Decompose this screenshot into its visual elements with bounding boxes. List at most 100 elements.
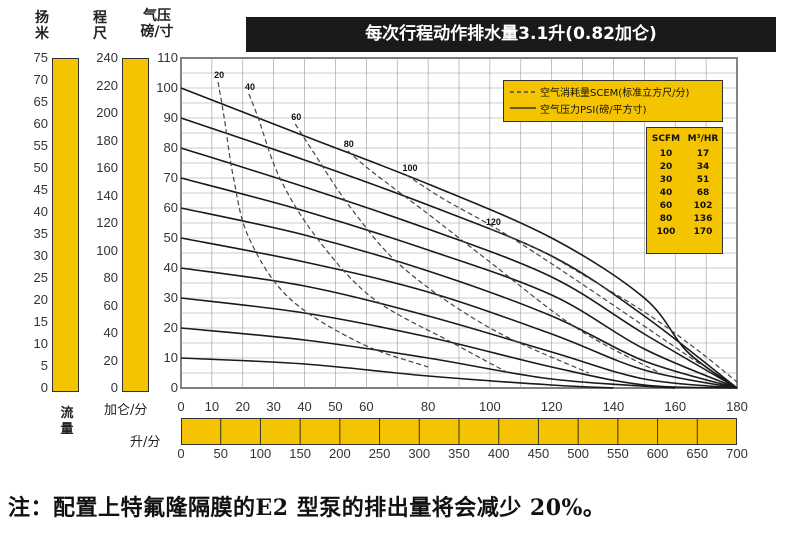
head-ft-tick-label: 20 [103, 352, 118, 368]
lpm-tick-label: 550 [606, 446, 629, 461]
table-header-scfm: SCFM [651, 134, 681, 144]
conversion-table-row: 20 34 [647, 161, 722, 174]
lpm-tick-label: 0 [177, 446, 185, 461]
scfm-curve-label: 60 [291, 112, 301, 122]
flow-footer-label: 流 量 [60, 406, 74, 437]
psi-tick-label: 70 [163, 170, 178, 185]
conversion-table-row: 10 17 [647, 148, 722, 161]
gpm-tick-label: 100 [479, 399, 501, 414]
head-m-tick-label: 15 [33, 314, 48, 329]
flow-lpm-bar-grid [181, 418, 737, 445]
head-m-tick-label: 75 [33, 50, 48, 65]
gpm-tick-label: 140 [602, 399, 625, 414]
conversion-cell-scfm: 10 [659, 149, 673, 159]
gpm-tick-label: 60 [359, 399, 374, 414]
head-ft-tick-label: 240 [96, 50, 118, 65]
head-ft-tick-label: 0 [110, 380, 118, 395]
head-m-tick-label: 10 [33, 336, 48, 351]
head-ft-label: 程 尺 [93, 10, 107, 42]
lpm-tick-label: 350 [448, 446, 470, 461]
conversion-table-header: SCFM M³/HR [647, 134, 722, 144]
head-m-bar [52, 58, 79, 392]
psi-tick-label: 40 [163, 260, 178, 275]
pressure-curve-40psi [180, 267, 738, 389]
conversion-table-row: 80 136 [647, 213, 722, 226]
conversion-cell-m3hr: 51 [696, 175, 710, 185]
scfm-curve-label: 120 [486, 217, 501, 227]
conversion-cell-scfm: 20 [659, 162, 673, 172]
conversion-table: SCFM M³/HR 10 17 20 34 30 51 40 68 60 102 80 136 100… [646, 127, 723, 254]
lpm-tick-label: 150 [289, 446, 311, 461]
head-m-tick-label: 60 [33, 116, 48, 131]
psi-tick-label: 30 [163, 290, 178, 305]
scfm-curve-120 [489, 228, 738, 383]
psi-tick-label: 90 [163, 110, 178, 125]
scfm-curve-100 [406, 174, 701, 365]
legend-box [503, 80, 723, 122]
head-m-tick-label: 25 [33, 270, 48, 285]
head-m-tick-label: 70 [33, 72, 48, 87]
psi-tick-label: 80 [163, 140, 178, 155]
scfm-curve-60 [294, 123, 589, 374]
conversion-cell-scfm: 60 [659, 201, 673, 211]
lpm-tick-label: 400 [487, 446, 510, 461]
chart-title: 每次行程动作排水量3.1升(0.82加仑) [365, 24, 657, 44]
psi-tick-label: 60 [163, 200, 178, 215]
head-ft-bar [122, 58, 149, 392]
psi-tick-label: 0 [170, 380, 178, 395]
pressure-curve-10psi [180, 357, 614, 389]
pressure-curve-20psi [180, 327, 676, 389]
conversion-table-row: 100 170 [647, 226, 722, 239]
head-m-tick-label: 0 [40, 380, 48, 395]
scfm-curve-label: 80 [344, 139, 354, 149]
gpm-tick-label: 80 [420, 399, 436, 414]
head-m-tick-label: 5 [40, 358, 48, 373]
chart-title-bar [246, 17, 776, 52]
head-ft-tick-label: 40 [103, 325, 118, 340]
head-m-tick-label: 20 [33, 292, 48, 307]
conversion-table-rows: 10 17 20 34 30 51 40 68 60 102 80 136 100 170 [647, 148, 722, 239]
gpm-tick-label: 50 [328, 399, 343, 414]
lpm-tick-label: 50 [213, 446, 228, 461]
gpm-tick-label: 40 [297, 399, 312, 414]
conversion-cell-m3hr: 136 [693, 214, 713, 224]
flow-lpm-label: 升/分 [130, 435, 161, 450]
lpm-tick-label: 600 [646, 446, 669, 461]
gpm-tick-label: 120 [540, 399, 563, 414]
head-m-tick-label: 35 [33, 226, 48, 241]
legend-psi-text: 空气压力PSI(磅/平方寸) [540, 105, 647, 116]
pressure-curve-60psi [180, 207, 738, 389]
head-ft-tick-label: 80 [103, 270, 118, 285]
flow-gpm-label: 加仑/分 [104, 403, 148, 418]
pressure-curve-50psi [180, 237, 738, 389]
legend-scfm-text: 空气消耗量SCEM(标准立方尺/分) [540, 88, 690, 99]
table-header-m3hr: M³/HR [687, 134, 719, 144]
lpm-tick-label: 450 [527, 446, 550, 461]
head-m-tick-label: 50 [33, 160, 48, 175]
conversion-cell-m3hr: 17 [696, 149, 710, 159]
head-ft-tick-label: 200 [96, 105, 118, 120]
gpm-tick-label: 160 [664, 399, 687, 414]
scfm-curve-80 [347, 150, 661, 374]
psi-tick-label: 10 [163, 350, 178, 365]
head-m-tick-label: 45 [33, 182, 48, 197]
head-m-tick-label: 65 [33, 94, 48, 109]
gpm-tick-label: 0 [177, 399, 185, 414]
head-ft-tick-label: 140 [96, 187, 118, 203]
head-ft-tick-label: 100 [96, 242, 118, 258]
psi-tick-label: 20 [163, 320, 178, 335]
pressure-curve-30psi [180, 297, 738, 389]
scfm-curve-label: 100 [402, 163, 417, 173]
pressure-curve-90psi [180, 117, 738, 389]
pressure-curve-70psi [180, 177, 738, 389]
head-ft-tick-label: 160 [96, 160, 118, 175]
head-m-tick-label: 40 [33, 204, 48, 219]
head-ft-tick-label: 120 [96, 215, 118, 230]
lpm-tick-label: 500 [567, 446, 589, 461]
scfm-curve-label: 20 [214, 70, 224, 80]
gpm-tick-label: 180 [726, 399, 748, 414]
gpm-tick-label: 30 [266, 399, 281, 414]
scfm-curve-40 [248, 93, 509, 374]
footnote: 注：配置上特氟隆隔膜的E2 型泵的排出量将会减少 20%。 [8, 495, 606, 521]
head-m-label: 扬 米 [35, 10, 49, 42]
